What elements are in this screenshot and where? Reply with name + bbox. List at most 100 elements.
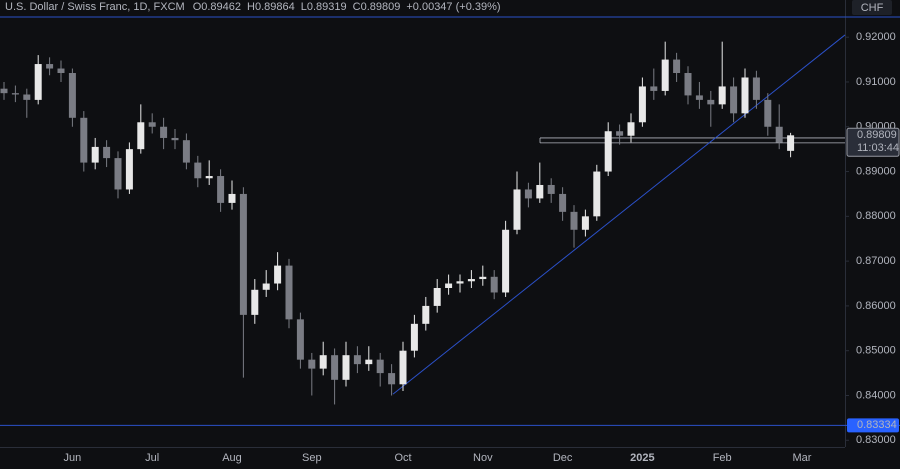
- candle-body: [764, 99, 772, 127]
- candle-body: [342, 355, 350, 380]
- candle-body: [593, 171, 601, 217]
- candle-body: [194, 162, 202, 179]
- candle-body: [638, 86, 646, 123]
- candle-body: [160, 126, 168, 138]
- header-value: L0.89319: [301, 1, 347, 13]
- candle-body: [285, 265, 293, 320]
- header-value: O0.89462: [193, 1, 241, 13]
- candle-body: [274, 265, 282, 284]
- candle-body: [650, 86, 658, 91]
- y-tick-label: 0.92000: [856, 31, 896, 43]
- bottom-line-label: 0.83334: [857, 419, 897, 431]
- candle-body: [365, 359, 373, 365]
- y-tick-label: 0.86000: [856, 300, 896, 312]
- candle-body: [570, 211, 578, 230]
- candle-body: [148, 122, 156, 127]
- last-price: 0.89809: [857, 129, 897, 141]
- x-tick-label: Sep: [302, 452, 322, 464]
- candle-body: [308, 359, 316, 369]
- plot: [0, 16, 900, 426]
- candle-body: [91, 146, 99, 163]
- candle-body: [752, 77, 760, 100]
- candle-body: [433, 287, 441, 306]
- candle-body: [616, 131, 624, 136]
- header-value: C0.89809: [353, 1, 401, 13]
- candle-body: [80, 117, 88, 163]
- candle-body: [707, 99, 715, 105]
- last-price-box: [846, 127, 900, 157]
- candle-body: [456, 281, 464, 284]
- candle-body: [695, 95, 703, 100]
- candle-body: [775, 126, 783, 143]
- candle-body: [627, 122, 635, 136]
- candle-body: [68, 73, 76, 118]
- candle-body: [376, 359, 384, 374]
- candle-body: [57, 68, 65, 74]
- x-tick-label: Nov: [473, 452, 493, 464]
- candle-body: [559, 193, 567, 212]
- candle-body: [0, 88, 8, 94]
- candle-body: [673, 59, 681, 74]
- candle-body: [718, 86, 726, 105]
- x-tick-label: Mar: [793, 452, 812, 464]
- candle-body: [490, 276, 498, 293]
- candle-body: [23, 94, 31, 100]
- y-tick-label: 0.83000: [856, 434, 896, 446]
- candle-body: [331, 355, 339, 380]
- candle-body: [581, 216, 589, 230]
- candle-body: [536, 184, 544, 199]
- currency-box: [852, 0, 892, 15]
- candle-body: [353, 355, 361, 365]
- candle-body: [445, 283, 453, 288]
- candle-body: [604, 131, 612, 172]
- candle-body: [524, 189, 532, 199]
- candle-body: [661, 59, 669, 91]
- candle-body: [182, 140, 190, 163]
- y-tick-label: 0.91000: [856, 76, 896, 88]
- candle-body: [741, 77, 749, 114]
- candle-body: [251, 289, 259, 315]
- candle-body: [137, 122, 145, 150]
- x-tick-label: Jun: [64, 452, 82, 464]
- trendline: [392, 34, 846, 395]
- x-tick-label: 2025: [630, 452, 654, 464]
- candle-body: [239, 193, 247, 315]
- x-tick-label: Jul: [145, 452, 159, 464]
- candle-body: [11, 93, 19, 95]
- candle-body: [296, 319, 304, 360]
- countdown: 11:03:44: [857, 142, 899, 154]
- header-value: +0.00347 (+0.39%): [406, 1, 500, 13]
- candle-body: [730, 86, 738, 114]
- candle-body: [114, 158, 122, 190]
- candle-body: [467, 279, 475, 282]
- candle-body: [217, 176, 225, 203]
- candle-body: [103, 146, 111, 159]
- y-tick-label: 0.88000: [856, 210, 896, 222]
- candle-body: [479, 276, 487, 280]
- bottom-line-box: [847, 418, 899, 433]
- candle-body: [125, 149, 133, 190]
- candle-body: [422, 305, 430, 324]
- candle-body: [410, 323, 418, 351]
- candle-body: [547, 184, 555, 194]
- candle-body: [262, 283, 270, 290]
- candle-body: [388, 373, 396, 385]
- x-tick-label: Feb: [713, 452, 732, 464]
- candle-body: [502, 229, 510, 293]
- x-tick-label: Oct: [394, 452, 411, 464]
- chart-title: U.S. Dollar / Swiss Franc, 1D, FXCM: [5, 1, 185, 13]
- candle-body: [205, 176, 213, 179]
- candle-body: [46, 64, 54, 69]
- candle-body: [319, 355, 327, 369]
- candle-body: [228, 193, 236, 203]
- candle-body: [171, 137, 179, 141]
- x-tick-label: Dec: [553, 452, 573, 464]
- y-tick-label: 0.85000: [856, 345, 896, 357]
- y-tick-label: 0.89000: [856, 165, 896, 177]
- candle-body: [787, 135, 795, 151]
- candle-body: [513, 189, 521, 230]
- currency: CHF: [861, 2, 884, 14]
